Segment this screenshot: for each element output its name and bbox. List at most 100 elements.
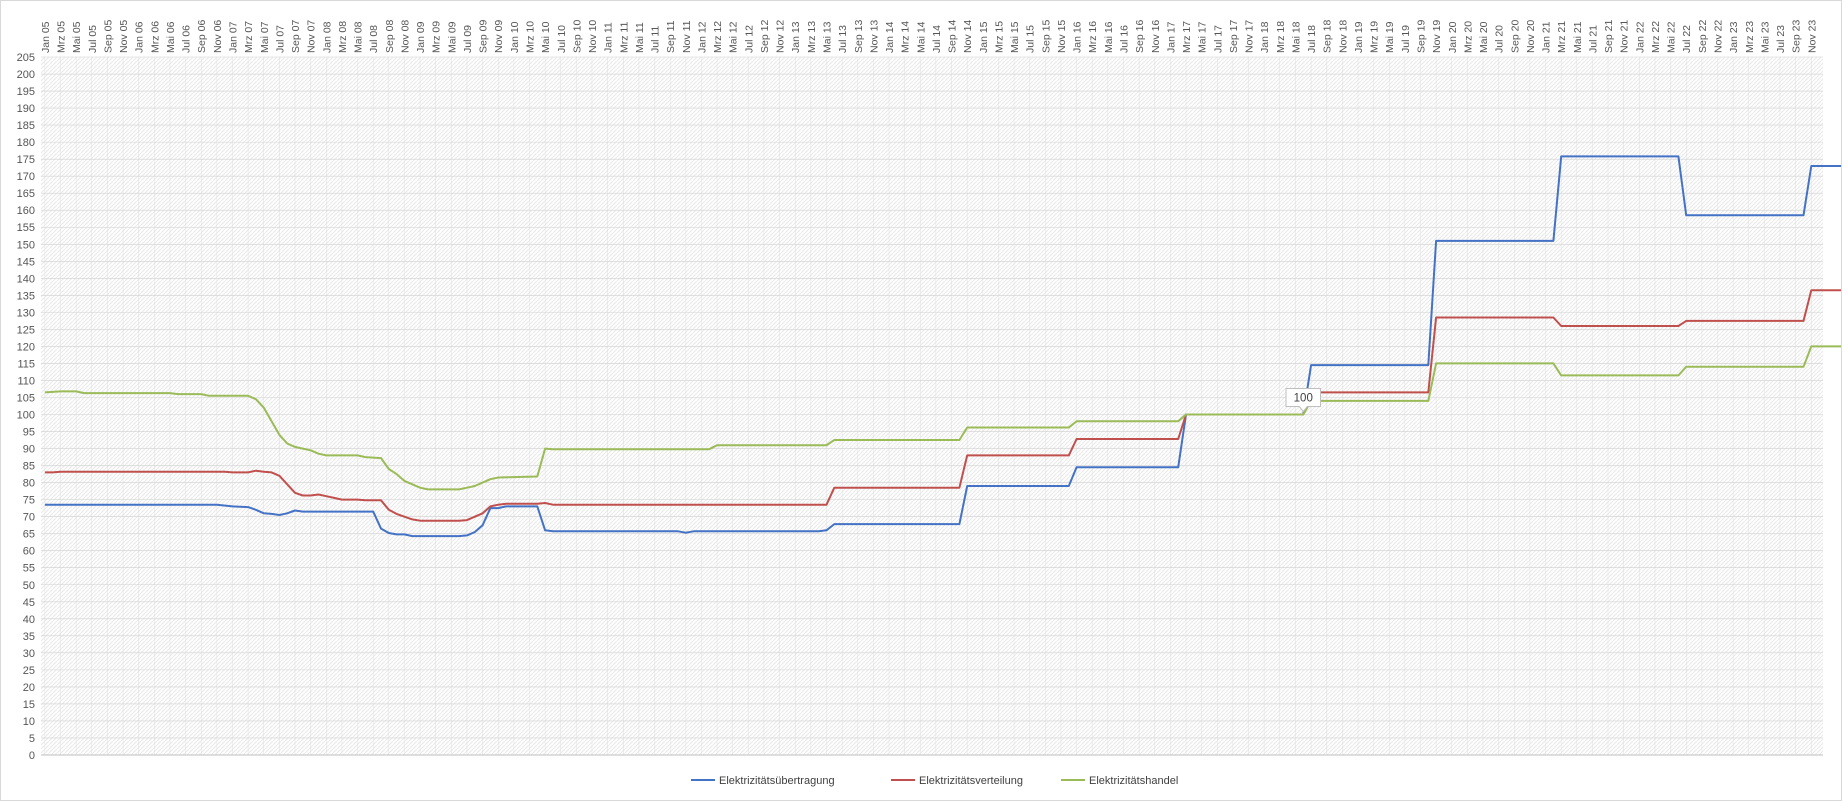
x-tick-label: Nov 10 bbox=[587, 20, 599, 53]
x-tick-label: Mrz 20 bbox=[1462, 21, 1474, 53]
x-tick-label: Jul 05 bbox=[87, 25, 99, 53]
x-tick-label: Sep 10 bbox=[571, 20, 583, 53]
x-tick-label: Nov 14 bbox=[962, 20, 974, 53]
x-tick-label: Jan 12 bbox=[696, 21, 708, 53]
legend: Elektrizitätsübertragung Elektrizitätsver… bbox=[691, 775, 1178, 787]
x-tick-label: Mai 14 bbox=[915, 21, 927, 53]
y-tick-label: 160 bbox=[17, 205, 35, 217]
x-tick-label: Sep 08 bbox=[384, 20, 396, 53]
x-tick-label: Mai 10 bbox=[540, 21, 552, 53]
series-line-1 bbox=[44, 155, 1842, 538]
x-tick-label: Jan 15 bbox=[978, 21, 990, 53]
x-tick-label: Jul 06 bbox=[181, 25, 193, 53]
y-tick-label: 190 bbox=[17, 103, 35, 115]
x-tick-label: Jan 19 bbox=[1353, 21, 1365, 53]
x-tick-label: Jan 10 bbox=[509, 21, 521, 53]
x-tick-label: Jan 22 bbox=[1634, 21, 1646, 53]
x-tick-label: Nov 13 bbox=[868, 20, 880, 53]
x-tick-label: Jul 19 bbox=[1400, 25, 1412, 53]
x-tick-label: Mai 07 bbox=[259, 21, 271, 53]
series-line-3 bbox=[44, 345, 1842, 491]
series-lines bbox=[44, 155, 1842, 538]
y-tick-label: 205 bbox=[17, 52, 35, 64]
y-tick-label: 200 bbox=[17, 69, 35, 81]
x-tick-label: Nov 18 bbox=[1337, 20, 1349, 53]
y-tick-label: 80 bbox=[23, 478, 35, 490]
x-tick-label: Jan 23 bbox=[1728, 21, 1740, 53]
x-tick-label: Mai 22 bbox=[1666, 21, 1678, 53]
x-tick-label: Mai 12 bbox=[728, 21, 740, 53]
x-tick-label: Jul 16 bbox=[1118, 25, 1130, 53]
x-tick-label: Jan 08 bbox=[321, 21, 333, 53]
x-tick-label: Mai 17 bbox=[1197, 21, 1209, 53]
x-tick-label: Nov 21 bbox=[1619, 20, 1631, 53]
x-tick-label: Mrz 11 bbox=[618, 22, 630, 53]
x-tick-label: Mai 19 bbox=[1384, 21, 1396, 53]
y-tick-label: 50 bbox=[23, 580, 35, 592]
x-tick-label: Mai 16 bbox=[1103, 21, 1115, 53]
y-tick-label: 175 bbox=[17, 154, 35, 166]
y-tick-label: 85 bbox=[23, 461, 35, 473]
x-tick-label: Jan 16 bbox=[1072, 21, 1084, 53]
x-tick-label: Mrz 07 bbox=[243, 21, 255, 53]
x-tick-label: Sep 15 bbox=[1040, 20, 1052, 53]
x-tick-label: Jan 05 bbox=[40, 21, 52, 53]
y-tick-label: 45 bbox=[23, 597, 35, 609]
x-tick-label: Mrz 15 bbox=[993, 21, 1005, 53]
x-tick-label: Nov 06 bbox=[212, 20, 224, 53]
x-tick-label: Mrz 10 bbox=[524, 21, 536, 53]
legend-label: Elektrizitätsübertragung bbox=[719, 775, 835, 787]
x-tick-label: Mai 06 bbox=[165, 21, 177, 53]
x-tick-label: Sep 09 bbox=[478, 20, 490, 53]
x-tick-label: Jan 21 bbox=[1541, 21, 1553, 53]
x-tick-label: Jan 14 bbox=[884, 21, 896, 53]
x-tick-label: Mrz 18 bbox=[1275, 21, 1287, 53]
x-tick-label: Nov 09 bbox=[493, 20, 505, 53]
x-tick-label: Jan 07 bbox=[227, 21, 239, 53]
x-tick-label: Mrz 22 bbox=[1650, 21, 1662, 53]
y-tick-label: 55 bbox=[23, 563, 35, 575]
x-tick-label: Sep 22 bbox=[1697, 20, 1709, 53]
x-tick-label: Jul 20 bbox=[1494, 25, 1506, 53]
x-tick-label: Mrz 09 bbox=[431, 21, 443, 53]
x-tick-label: Nov 12 bbox=[775, 20, 787, 53]
x-tick-label: Nov 22 bbox=[1712, 20, 1724, 53]
x-tick-label: Mai 20 bbox=[1478, 21, 1490, 53]
x-tick-label: Jul 15 bbox=[1025, 25, 1037, 53]
x-tick-label: Nov 16 bbox=[1150, 20, 1162, 53]
y-tick-label: 0 bbox=[29, 750, 35, 762]
y-tick-label: 100 bbox=[17, 410, 35, 422]
x-tick-label: Jul 18 bbox=[1306, 25, 1318, 53]
x-tick-label: Sep 23 bbox=[1791, 20, 1803, 53]
x-tick-label: Jul 08 bbox=[368, 25, 380, 53]
x-tick-label: Jul 23 bbox=[1775, 25, 1787, 53]
y-tick-label: 25 bbox=[23, 665, 35, 677]
x-tick-label: Jul 22 bbox=[1681, 25, 1693, 53]
x-tick-label: Nov 17 bbox=[1244, 20, 1256, 53]
x-tick-label: Mrz 21 bbox=[1556, 21, 1568, 53]
y-tick-label: 170 bbox=[17, 171, 35, 183]
y-tick-label: 95 bbox=[23, 427, 35, 439]
y-tick-label: 110 bbox=[17, 375, 35, 387]
x-tick-label: Mrz 23 bbox=[1744, 21, 1756, 53]
x-tick-label: Jul 09 bbox=[462, 25, 474, 53]
x-tick-label: Mai 08 bbox=[353, 21, 365, 53]
y-tick-label: 90 bbox=[23, 444, 35, 456]
x-tick-label: Sep 21 bbox=[1603, 20, 1615, 53]
x-tick-label: Sep 13 bbox=[853, 20, 865, 53]
x-tick-label: Mai 21 bbox=[1572, 21, 1584, 53]
x-tick-label: Nov 07 bbox=[306, 20, 318, 53]
y-tick-label: 65 bbox=[23, 529, 35, 541]
y-tick-label: 150 bbox=[17, 239, 35, 251]
x-tick-label: Sep 14 bbox=[947, 20, 959, 53]
gridlines bbox=[41, 56, 1823, 756]
x-tick-label: Mai 09 bbox=[446, 21, 458, 53]
x-tick-label: Nov 11 bbox=[681, 20, 693, 53]
x-tick-label: Sep 19 bbox=[1415, 20, 1427, 53]
y-tick-label: 20 bbox=[23, 682, 35, 694]
y-tick-label: 60 bbox=[23, 546, 35, 558]
x-tick-label: Mrz 05 bbox=[56, 21, 68, 53]
x-tick-label: Jul 13 bbox=[837, 25, 849, 53]
x-tick-label: Jul 21 bbox=[1587, 25, 1599, 53]
